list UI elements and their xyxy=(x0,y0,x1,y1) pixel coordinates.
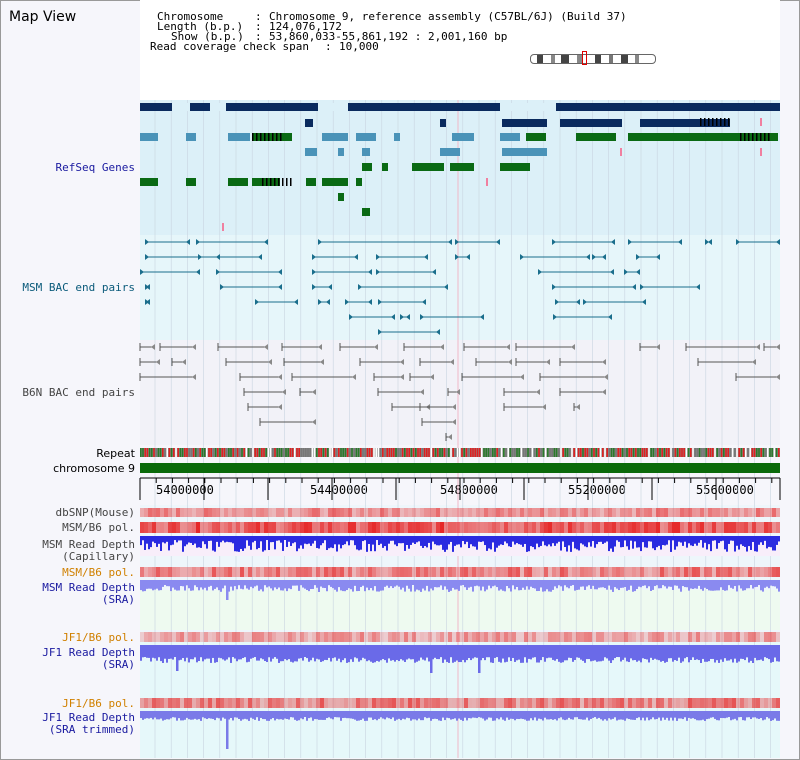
ideogram-band xyxy=(551,55,555,63)
track-label-msm-depth-sra-2: (SRA) xyxy=(101,593,135,606)
axis-tick-label: 54400000 xyxy=(310,483,368,497)
ideogram-band xyxy=(537,55,543,63)
chromosome-ideogram[interactable] xyxy=(530,54,656,64)
track-label-msm-depth-cap-2: (Capillary) xyxy=(62,550,135,563)
track-label-jf1-b6-pol2: JF1/B6 pol. xyxy=(62,697,135,710)
track-label-b6n-bac: B6N BAC end pairs xyxy=(22,386,135,399)
track-label-jf1-depth-sra-2: (SRA) xyxy=(101,658,135,671)
track-label-jf1-depth-trim-2: (SRA trimmed) xyxy=(48,723,135,736)
chromosome-value: Chromosome 9, reference assembly (C57BL/… xyxy=(269,10,627,23)
coverage-value: 10,000 xyxy=(339,40,379,53)
coverage-colon: : xyxy=(325,40,339,53)
axis-tick-label: 55200000 xyxy=(568,483,626,497)
length-colon: : xyxy=(255,20,269,33)
length-value: 124,076,172 xyxy=(269,20,342,33)
axis-tick-label: 54000000 xyxy=(156,483,214,497)
track-label-refseq: RefSeq Genes xyxy=(55,161,135,174)
track-label-msm-depth-sra-1: MSM Read Depth xyxy=(42,581,135,594)
length-label: Length (b.p.) xyxy=(157,20,244,33)
ideogram-band xyxy=(595,55,601,63)
show-label: Show (b.p.) xyxy=(171,30,244,43)
ideogram-band xyxy=(635,55,639,63)
axis-tick-label: 55600000 xyxy=(696,483,754,497)
ideogram-band xyxy=(621,55,628,63)
page-title: Map View xyxy=(9,9,77,25)
info-header xyxy=(140,0,780,95)
show-value: 53,860,033-55,861,192 : 2,001,160 bp xyxy=(269,30,508,43)
track-label-repeat: Repeat xyxy=(96,447,135,460)
track-label-msm-bac: MSM BAC end pairs xyxy=(22,281,135,294)
ideogram-band xyxy=(561,55,569,63)
track-label-msm-b6-pol2: MSM/B6 pol. xyxy=(62,566,135,579)
track-label-jf1-depth-trim-1: JF1 Read Depth xyxy=(42,711,135,724)
track-label-jf1-b6-pol: JF1/B6 pol. xyxy=(62,631,135,644)
ideogram-band xyxy=(609,55,613,63)
track-label-jf1-depth-sra-1: JF1 Read Depth xyxy=(42,646,135,659)
track-label-msm-b6-pol: MSM/B6 pol. xyxy=(62,521,135,534)
track-label-msm-depth-cap-1: MSM Read Depth xyxy=(42,538,135,551)
coverage-label: Read coverage check span xyxy=(150,40,309,53)
show-colon: : xyxy=(255,30,269,43)
chromosome-label: Chromosome xyxy=(157,10,224,23)
track-label-chromosome: chromosome 9 xyxy=(53,462,135,475)
track-label-dbsnp: dbSNP(Mouse) xyxy=(55,506,135,519)
axis-tick-label: 54800000 xyxy=(440,483,498,497)
chromosome-colon: : xyxy=(255,10,269,23)
ideogram-position-marker[interactable] xyxy=(582,51,587,65)
ideogram-band xyxy=(577,55,582,63)
